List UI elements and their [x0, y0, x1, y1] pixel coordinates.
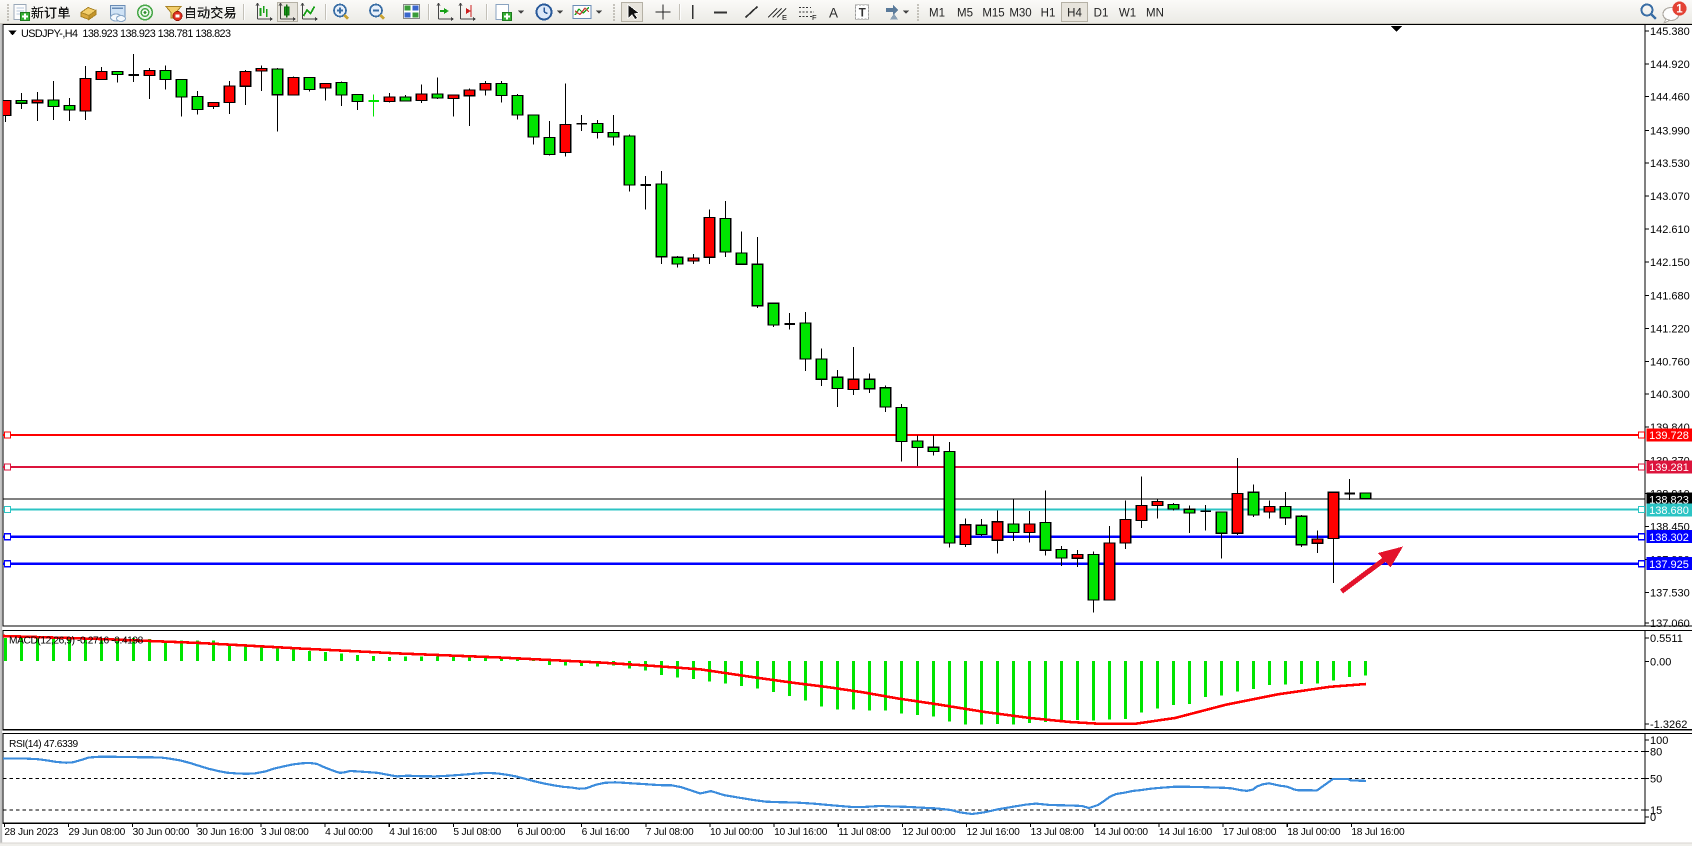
svg-text:142.150: 142.150: [1650, 257, 1690, 269]
svg-text:141.220: 141.220: [1650, 323, 1690, 335]
svg-text:5 Jul 08:00: 5 Jul 08:00: [453, 827, 501, 838]
svg-text:18 Jul 00:00: 18 Jul 00:00: [1287, 827, 1341, 838]
svg-text:15: 15: [1650, 805, 1662, 817]
svg-text:F: F: [812, 13, 817, 22]
svg-text:T: T: [859, 8, 866, 20]
svg-text:140.760: 140.760: [1650, 356, 1690, 368]
svg-text:137.530: 137.530: [1650, 587, 1690, 599]
svg-text:137.060: 137.060: [1650, 618, 1690, 630]
svg-text:138.302: 138.302: [1649, 532, 1689, 544]
svg-text:145.380: 145.380: [1650, 26, 1690, 38]
svg-text:29 Jun 08:00: 29 Jun 08:00: [69, 827, 126, 838]
svg-text:4 Jul 00:00: 4 Jul 00:00: [325, 827, 373, 838]
svg-text:M5: M5: [957, 8, 973, 20]
svg-text:13 Jul 08:00: 13 Jul 08:00: [1031, 827, 1085, 838]
svg-text:12 Jul 16:00: 12 Jul 16:00: [967, 827, 1021, 838]
svg-text:0.5511: 0.5511: [1650, 633, 1683, 645]
svg-text:138.680: 138.680: [1649, 505, 1689, 517]
svg-text:143.070: 143.070: [1650, 191, 1690, 203]
svg-text:144.460: 144.460: [1650, 92, 1690, 104]
svg-text:142.610: 142.610: [1650, 224, 1690, 236]
svg-text:0: 0: [1650, 812, 1656, 824]
svg-text:7 Jul 08:00: 7 Jul 08:00: [646, 827, 694, 838]
svg-text:14 Jul 16:00: 14 Jul 16:00: [1159, 827, 1213, 838]
svg-text:M15: M15: [982, 8, 1004, 20]
svg-text:12 Jul 00:00: 12 Jul 00:00: [902, 827, 956, 838]
svg-text:14 Jul 00:00: 14 Jul 00:00: [1095, 827, 1149, 838]
svg-text:10 Jul 16:00: 10 Jul 16:00: [774, 827, 828, 838]
svg-text:6 Jul 00:00: 6 Jul 00:00: [518, 827, 566, 838]
svg-text:H1: H1: [1041, 8, 1056, 20]
svg-text:100: 100: [1650, 735, 1668, 747]
svg-text:139.281: 139.281: [1649, 462, 1689, 474]
svg-text:30 Jun 16:00: 30 Jun 16:00: [197, 827, 254, 838]
svg-text:30 Jun 00:00: 30 Jun 00:00: [133, 827, 190, 838]
svg-text:80: 80: [1650, 746, 1662, 758]
svg-text:17 Jul 08:00: 17 Jul 08:00: [1223, 827, 1277, 838]
svg-text:4 Jul 16:00: 4 Jul 16:00: [389, 827, 437, 838]
svg-text:RSI(14) 47.6339: RSI(14) 47.6339: [9, 739, 78, 750]
svg-text:A: A: [829, 6, 838, 21]
svg-text:139.728: 139.728: [1649, 430, 1689, 442]
svg-text:144.920: 144.920: [1650, 59, 1690, 71]
svg-text:E: E: [782, 13, 787, 22]
svg-text:D1: D1: [1094, 8, 1109, 20]
svg-text:10 Jul 00:00: 10 Jul 00:00: [710, 827, 764, 838]
svg-text:M30: M30: [1009, 8, 1031, 20]
svg-text:6 Jul 16:00: 6 Jul 16:00: [582, 827, 630, 838]
svg-text:141.680: 141.680: [1650, 291, 1690, 303]
svg-text:18 Jul 16:00: 18 Jul 16:00: [1351, 827, 1405, 838]
svg-text:1: 1: [1676, 4, 1683, 16]
svg-text:M1: M1: [929, 8, 945, 20]
svg-text:MACD(12,26,9) -0.2716 -0.4198: MACD(12,26,9) -0.2716 -0.4198: [9, 636, 144, 647]
svg-text:28 Jun 2023: 28 Jun 2023: [4, 827, 58, 838]
svg-text:0.00: 0.00: [1650, 656, 1671, 668]
svg-text:143.530: 143.530: [1650, 158, 1690, 170]
svg-text:-1.3262: -1.3262: [1650, 719, 1687, 731]
svg-text:11 Jul 08:00: 11 Jul 08:00: [838, 827, 891, 838]
svg-text:W1: W1: [1119, 8, 1136, 20]
svg-text:3 Jul 08:00: 3 Jul 08:00: [261, 827, 309, 838]
svg-text:140.300: 140.300: [1650, 389, 1690, 401]
svg-text:143.990: 143.990: [1650, 125, 1690, 137]
svg-text:USDJPY-,H4 138.923 138.923 13: USDJPY-,H4 138.923 138.923 138.781 138.8…: [21, 28, 231, 40]
svg-text:H4: H4: [1067, 8, 1082, 20]
svg-text:50: 50: [1650, 773, 1662, 785]
svg-text:MN: MN: [1146, 8, 1164, 20]
svg-text:137.925: 137.925: [1649, 559, 1689, 571]
